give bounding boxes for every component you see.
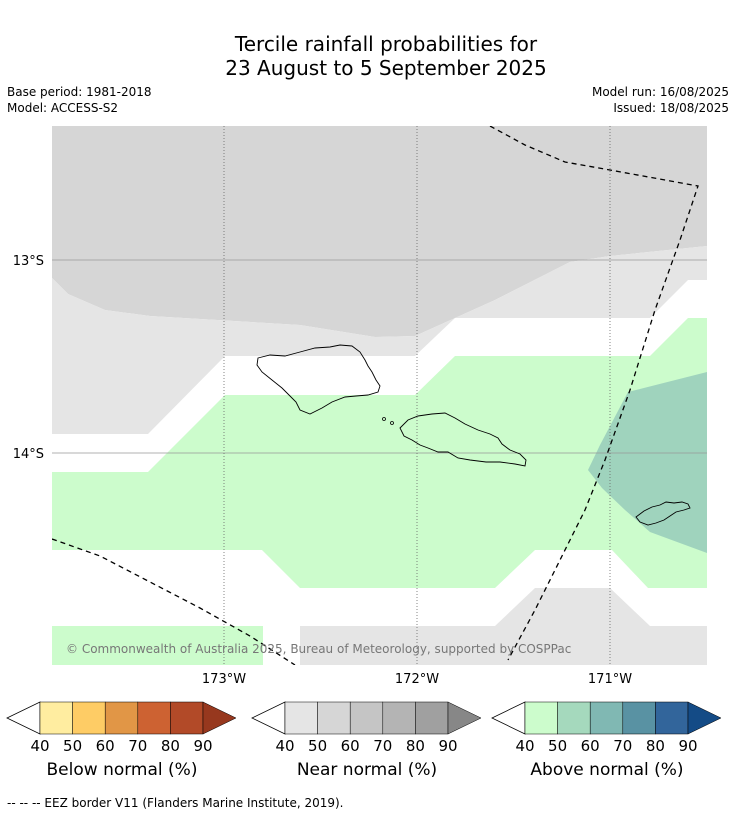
map-area: © Commonwealth of Australia 2025, Bureau… (52, 126, 707, 665)
colorbar-tick-label: 60 (341, 737, 360, 755)
base-period: Base period: 1981-2018 (7, 85, 152, 99)
colorbar-label-near: Near normal (%) (296, 760, 438, 780)
colorbar-under-triangle (251, 701, 286, 735)
lat-label-13s: 13°S (13, 254, 44, 269)
meta-left: Base period: 1981-2018 Model: ACCESS-S2 (7, 84, 152, 116)
colorbar-segment (317, 701, 351, 735)
copyright-text: © Commonwealth of Australia 2025, Bureau… (66, 642, 571, 656)
colorbar-label-above: Above normal (%) (530, 760, 684, 780)
colorbar-segment (104, 701, 139, 735)
lon-label-172w: 172°W (395, 672, 439, 687)
near-normal-60-region (52, 126, 707, 337)
colorbar-tick-label: 80 (161, 737, 180, 755)
colorbar-segment (382, 701, 416, 735)
colorbar-tick-label: 50 (308, 737, 327, 755)
colorbar-segment (39, 701, 73, 735)
colorbar-under-triangle (6, 701, 41, 735)
colorbar-tick-label: 40 (275, 737, 294, 755)
lat-label-14s: 14°S (13, 447, 44, 462)
near-normal-50-bottom-region (300, 588, 707, 665)
colorbar-segment (557, 701, 591, 735)
above-normal-60-region (588, 372, 707, 553)
colorbar-tick-label: 90 (438, 737, 457, 755)
colorbar-segment (589, 701, 624, 735)
apolima-island (382, 417, 386, 421)
colorbar-tick-label: 80 (646, 737, 665, 755)
eez-footnote: -- -- -- EEZ border V11 (Flanders Marine… (7, 796, 344, 810)
colorbar-tick-label: 70 (373, 737, 392, 755)
colorbar-tick-label: 60 (581, 737, 600, 755)
map-title: Tercile rainfall probabilities for 23 Au… (0, 32, 736, 80)
eez-border-west (52, 538, 296, 665)
title-line-1: Tercile rainfall probabilities for (234, 32, 538, 56)
tutuila-island (635, 501, 691, 526)
colorbar-tick-label: 70 (613, 737, 632, 755)
meta-right: Model run: 16/08/2025 Issued: 18/08/2025 (592, 84, 729, 116)
colorbar-segment (415, 701, 449, 735)
colorbar-over-triangle (687, 701, 722, 735)
above-normal-50-bottom-left-region (52, 626, 263, 665)
colorbar-segment (622, 701, 656, 735)
colorbar-tick-label: 60 (96, 737, 115, 755)
colorbar-segment (349, 701, 384, 735)
colorbar-tick-label: 40 (30, 737, 49, 755)
colorbar-segment (524, 701, 558, 735)
colorbar-tick-label: 50 (548, 737, 567, 755)
upolu-island (399, 412, 527, 467)
colorbar-segment (137, 701, 171, 735)
near-normal-50-region (52, 246, 707, 434)
colorbar-tick-label: 50 (63, 737, 82, 755)
lon-label-173w: 173°W (202, 672, 246, 687)
colorbar-segment (170, 701, 204, 735)
colorbar-tick-label: 80 (406, 737, 425, 755)
model-name: Model: ACCESS-S2 (7, 101, 119, 115)
colorbar-tick-label: 90 (193, 737, 212, 755)
title-line-2: 23 August to 5 September 2025 (225, 56, 547, 80)
colorbar-tick-label: 70 (128, 737, 147, 755)
eez-border (489, 126, 699, 661)
colorbar-over-triangle (447, 701, 482, 735)
colorbar-near-normal: 40 50 60 70 80 90 (251, 701, 482, 755)
colorbar-above-normal: 40 50 60 70 80 90 (491, 701, 722, 755)
colorbar-over-triangle (202, 701, 237, 735)
savaii-island (256, 344, 381, 415)
manono-island (390, 421, 394, 425)
colorbar-below-normal: 40 50 60 70 80 90 (6, 701, 237, 755)
colorbar-tick-label: 40 (515, 737, 534, 755)
colorbar-segment (284, 701, 318, 735)
colorbar-segment (72, 701, 106, 735)
colorbar-label-below: Below normal (%) (46, 760, 198, 780)
colorbar-tick-label: 90 (678, 737, 697, 755)
lon-label-171w: 171°W (588, 672, 632, 687)
model-run: Model run: 16/08/2025 (591, 85, 729, 99)
colorbar-segment (655, 701, 689, 735)
issued-date: Issued: 18/08/2025 (613, 101, 729, 115)
colorbar-under-triangle (491, 701, 526, 735)
